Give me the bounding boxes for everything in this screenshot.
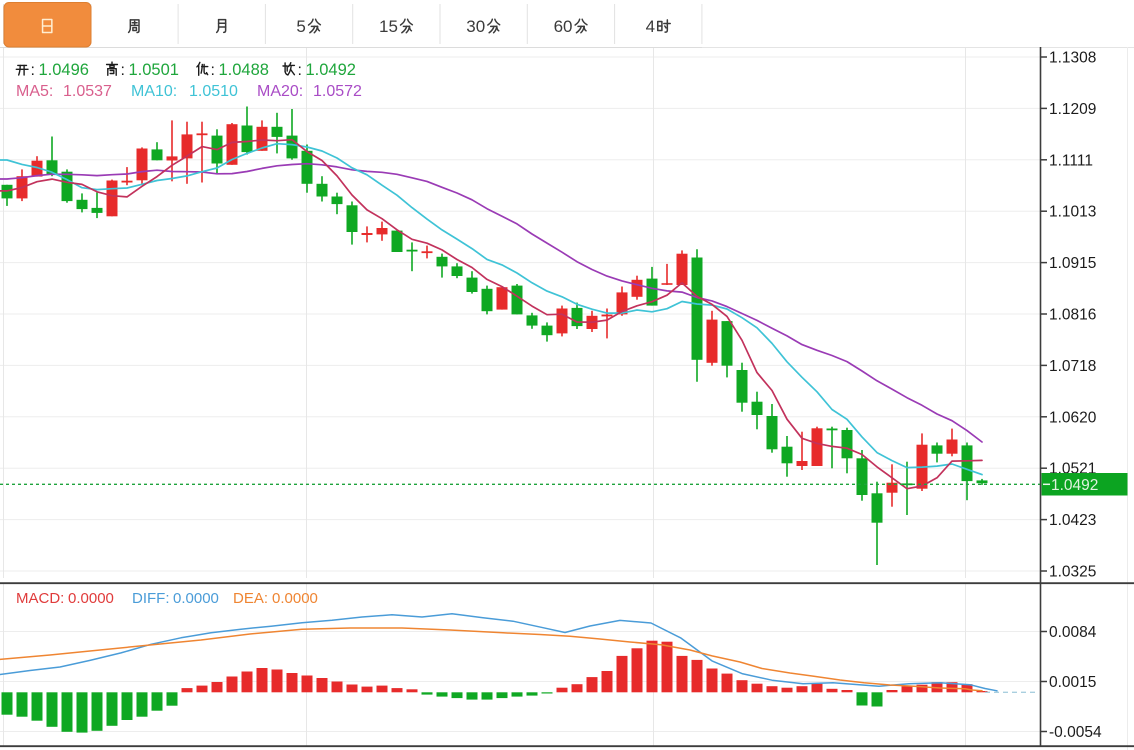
svg-text:1.0492: 1.0492	[306, 61, 356, 79]
svg-text:1.0537: 1.0537	[63, 83, 112, 100]
svg-text:MA20:: MA20:	[257, 83, 303, 100]
svg-text:0.0015: 0.0015	[1049, 674, 1096, 691]
svg-text:1.0501: 1.0501	[129, 61, 179, 79]
svg-text:60: 60	[554, 17, 573, 36]
svg-text:0.0084: 0.0084	[1049, 624, 1097, 641]
svg-text:1.0492: 1.0492	[1051, 477, 1098, 494]
svg-text:1.0488: 1.0488	[219, 61, 269, 79]
svg-text:1.0915: 1.0915	[1049, 255, 1096, 272]
svg-text::: :	[298, 62, 302, 79]
svg-text:1.0496: 1.0496	[39, 61, 89, 79]
svg-text::: :	[121, 62, 125, 79]
svg-text:MA5:: MA5:	[16, 83, 53, 100]
svg-text:-0.0054: -0.0054	[1049, 724, 1102, 741]
svg-text:15: 15	[379, 17, 398, 36]
svg-text:0.0000: 0.0000	[68, 590, 114, 607]
svg-text:DEA:: DEA:	[233, 590, 268, 607]
svg-text:1.0423: 1.0423	[1049, 512, 1096, 529]
svg-text:1.0325: 1.0325	[1049, 564, 1096, 581]
svg-text:30: 30	[466, 17, 485, 36]
svg-text:MA10:: MA10:	[131, 83, 177, 100]
svg-text:1.1209: 1.1209	[1049, 101, 1096, 118]
svg-text:1.0572: 1.0572	[313, 83, 362, 100]
svg-text:1.1013: 1.1013	[1049, 204, 1096, 221]
svg-text:0.0000: 0.0000	[272, 590, 318, 607]
svg-text:0.0000: 0.0000	[173, 590, 219, 607]
svg-text:1.0816: 1.0816	[1049, 307, 1096, 324]
svg-text:1.1111: 1.1111	[1049, 152, 1093, 169]
svg-text:1.0718: 1.0718	[1049, 358, 1096, 375]
svg-text:1.1308: 1.1308	[1049, 50, 1096, 67]
svg-text:1.0620: 1.0620	[1049, 409, 1097, 426]
svg-text::: :	[31, 62, 35, 79]
svg-text:4: 4	[646, 17, 655, 36]
svg-text:DIFF:: DIFF:	[132, 590, 170, 607]
svg-text::: :	[211, 62, 215, 79]
svg-text:MACD:: MACD:	[16, 590, 64, 607]
svg-text:5: 5	[296, 17, 305, 36]
svg-text:1.0510: 1.0510	[189, 83, 238, 100]
